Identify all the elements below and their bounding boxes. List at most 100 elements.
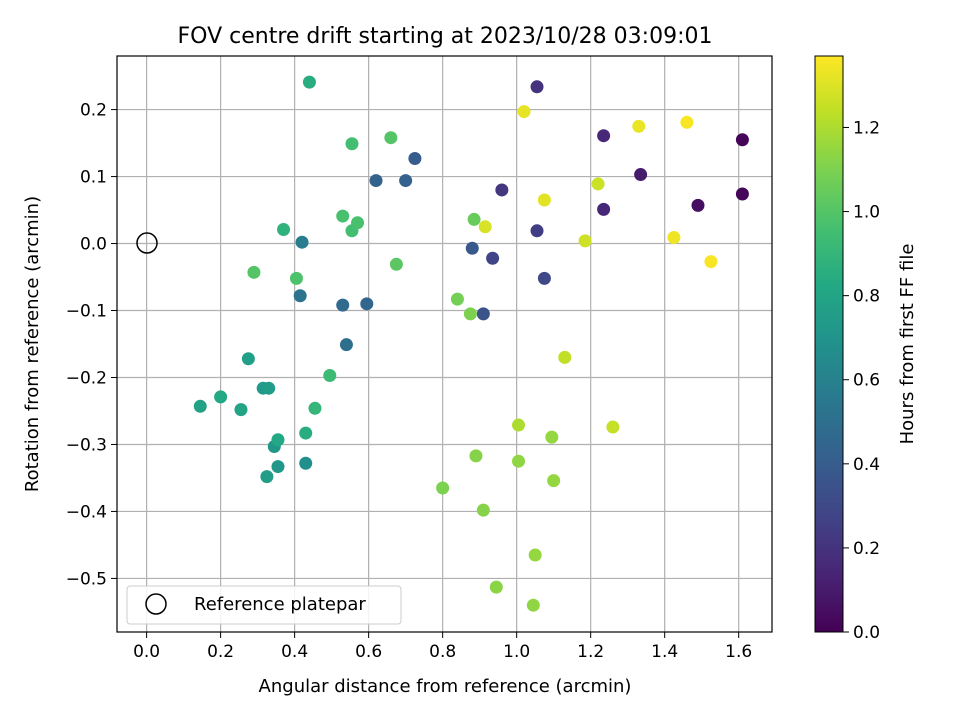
y-tick-label: 0.1: [80, 168, 107, 188]
y-tick-label: −0.5: [66, 569, 107, 589]
data-point: [384, 131, 398, 145]
data-point: [476, 307, 490, 321]
data-point: [299, 426, 313, 440]
y-tick-label: 0.0: [80, 235, 107, 255]
data-point: [597, 129, 611, 143]
y-tick-label: −0.3: [66, 435, 107, 455]
colorbar-tick-label: 0.2: [853, 539, 880, 559]
y-tick-label: −0.1: [66, 302, 107, 322]
data-point: [234, 403, 248, 417]
data-point: [680, 115, 694, 129]
data-point: [691, 198, 705, 212]
data-point: [360, 297, 374, 311]
data-point: [517, 105, 531, 119]
data-point: [537, 193, 551, 207]
data-point: [558, 350, 572, 364]
data-point: [735, 133, 749, 147]
data-point: [436, 481, 450, 495]
data-point: [289, 271, 303, 285]
x-tick-label: 1.2: [577, 642, 604, 662]
data-point: [450, 292, 464, 306]
x-tick-label: 0.8: [429, 642, 456, 662]
data-point: [512, 418, 526, 432]
data-point: [469, 449, 483, 463]
data-point: [295, 235, 309, 249]
data-point: [634, 168, 648, 182]
data-point: [486, 251, 500, 265]
data-point: [260, 470, 274, 484]
x-axis-ticks: 0.0 0.2 0.4 0.6 0.8 1.0 1.2 1.4 1.6: [133, 632, 752, 662]
y-tick-label: 0.2: [80, 101, 107, 121]
colorbar-gradient: [814, 55, 844, 633]
data-point: [293, 289, 307, 303]
data-point: [339, 338, 353, 352]
grid: [117, 56, 772, 632]
data-point: [735, 187, 749, 201]
y-tick-label: −0.2: [66, 368, 107, 388]
data-point: [606, 420, 620, 434]
colorbar-tick-label: 0.6: [853, 371, 880, 391]
data-point: [389, 257, 403, 271]
data-point: [336, 209, 350, 223]
data-point: [345, 137, 359, 151]
data-point: [591, 177, 605, 191]
x-tick-label: 1.6: [725, 642, 752, 662]
data-point: [323, 368, 337, 382]
data-point: [277, 222, 291, 236]
x-tick-label: 1.4: [651, 642, 678, 662]
data-point: [299, 456, 313, 470]
data-point: [489, 580, 503, 594]
data-point: [495, 183, 509, 197]
data-points: [193, 75, 749, 612]
legend-label: Reference platepar: [194, 594, 366, 615]
chart-title: FOV centre drift starting at 2023/10/28 …: [178, 24, 713, 49]
x-tick-label: 0.0: [133, 642, 160, 662]
colorbar-tick-label: 0.4: [853, 455, 880, 475]
colorbar-tick-label: 0.0: [853, 623, 880, 643]
x-tick-label: 0.4: [281, 642, 308, 662]
data-point: [537, 271, 551, 285]
x-tick-label: 0.6: [355, 642, 382, 662]
colorbar: 0.0 0.2 0.4 0.6 0.8 1.0 1.2 Hours from first F…: [814, 55, 918, 643]
data-point: [478, 220, 492, 234]
data-point: [369, 174, 383, 188]
data-point: [302, 75, 316, 89]
data-point: [241, 352, 255, 366]
data-point: [271, 460, 285, 474]
data-point: [214, 390, 228, 404]
data-point: [408, 151, 422, 165]
data-point: [632, 119, 646, 133]
colorbar-label: Hours from first FF file: [897, 244, 918, 445]
plot-frame: [116, 55, 773, 633]
legend: Reference platepar: [126, 585, 402, 625]
reference-marker: [136, 232, 158, 254]
colorbar-tick-label: 1.2: [853, 118, 880, 138]
data-point: [465, 241, 479, 255]
data-point: [547, 474, 561, 488]
data-point: [463, 307, 477, 321]
data-point: [308, 401, 322, 415]
data-point: [526, 598, 540, 612]
x-tick-label: 1.0: [503, 642, 530, 662]
data-point: [467, 212, 481, 226]
data-point: [193, 399, 207, 413]
colorbar-ticks: 0.0 0.2 0.4 0.6 0.8 1.0 1.2: [843, 118, 880, 643]
data-point: [262, 381, 276, 395]
data-point: [667, 231, 681, 245]
data-point: [351, 216, 365, 230]
data-point: [476, 503, 490, 517]
legend-box: [126, 585, 402, 625]
data-point: [597, 202, 611, 216]
data-point: [336, 298, 350, 312]
data-point: [704, 255, 718, 269]
y-axis-ticks: 0.2 0.1 0.0 −0.1 −0.2 −0.3 −0.4 −0.5: [66, 101, 117, 589]
data-point: [399, 174, 413, 188]
data-point: [247, 265, 261, 279]
y-axis-label: Rotation from reference (arcmin): [22, 196, 43, 492]
data-point: [528, 548, 542, 562]
colorbar-tick-label: 0.8: [853, 287, 880, 307]
data-point: [271, 433, 285, 447]
x-tick-label: 0.2: [207, 642, 234, 662]
data-point: [545, 430, 559, 444]
